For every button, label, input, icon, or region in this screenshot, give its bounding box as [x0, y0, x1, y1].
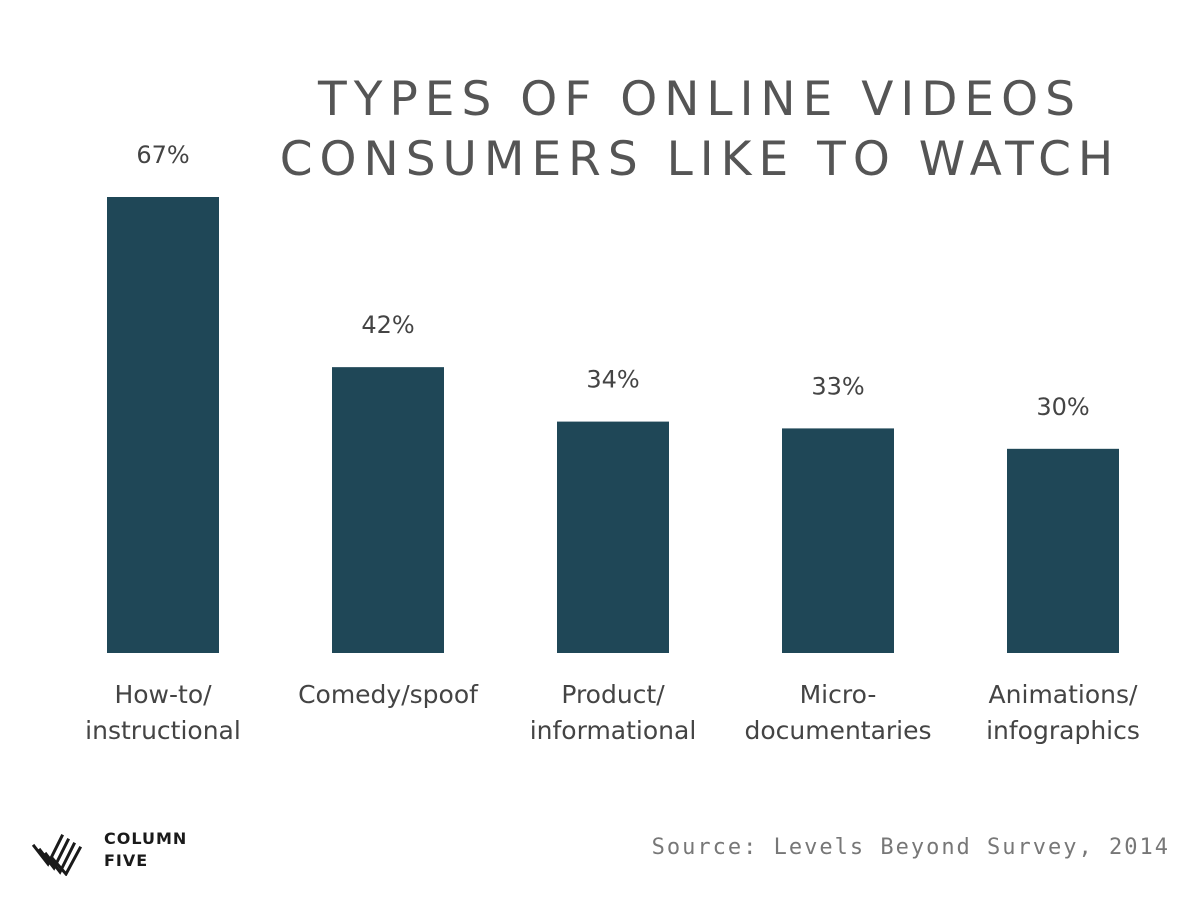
- category-label-2-line-0: Product/: [561, 680, 665, 709]
- bar-value-label-2: 34%: [586, 366, 639, 394]
- category-label-4-line-0: Animations/: [989, 680, 1138, 709]
- category-label-3-line-1: documentaries: [744, 716, 931, 745]
- column-five-logo-icon: [31, 833, 83, 877]
- logo-line-2: FIVE: [104, 851, 149, 870]
- category-label-2-line-1: informational: [530, 716, 697, 745]
- category-label-0-line-0: How-to/: [114, 680, 212, 709]
- bar-value-label-4: 30%: [1036, 393, 1089, 421]
- bar-2: [557, 421, 669, 653]
- bar-value-label-0: 67%: [136, 141, 189, 169]
- category-label-4-line-1: infographics: [986, 716, 1140, 745]
- bar-1: [332, 367, 444, 653]
- bar-chart: 67% How-to/instructional 42% Comedy/spoof 34…: [85, 141, 1140, 745]
- category-label-1-line-0: Comedy/spoof: [298, 680, 479, 709]
- bar-0: [107, 197, 219, 653]
- category-label-3-line-0: Micro-: [800, 680, 877, 709]
- source-note: Source: Levels Beyond Survey, 2014: [651, 835, 1170, 860]
- logo-line-1: COLUMN: [104, 829, 188, 848]
- chart-title: TYPES OF ONLINE VIDEOS CONSUMERS LIKE TO…: [250, 70, 1150, 190]
- bar-4: [1007, 448, 1119, 653]
- logo-wordmark: COLUMN FIVE: [104, 828, 187, 872]
- column-five-logo: COLUMN FIVE: [30, 826, 200, 877]
- chart-title-line-2: CONSUMERS LIKE TO WATCH: [279, 132, 1121, 187]
- bar-value-label-3: 33%: [811, 372, 864, 400]
- bar-value-label-1: 42%: [361, 311, 414, 339]
- chart-title-line-1: TYPES OF ONLINE VIDEOS: [318, 72, 1082, 127]
- category-label-0-line-1: instructional: [85, 716, 241, 745]
- bar-3: [782, 428, 894, 653]
